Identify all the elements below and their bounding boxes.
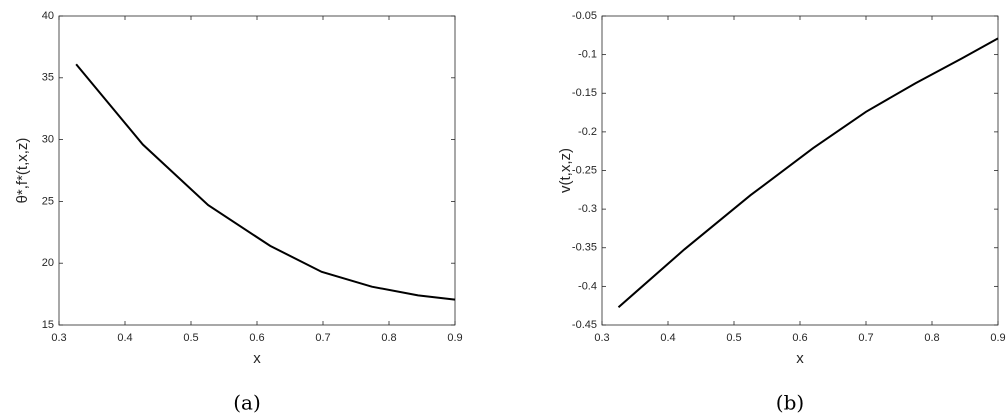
y-tick-label: -0.1 <box>578 49 597 61</box>
y-axis-label: θ*,f*(t,x,z) <box>14 138 31 204</box>
y-tick-label: -0.3 <box>578 203 597 215</box>
x-tick-label: 0.8 <box>381 332 396 344</box>
y-tick-label: -0.35 <box>572 242 597 254</box>
y-tick-label: -0.05 <box>572 10 597 22</box>
x-tick-label: 0.7 <box>858 332 873 344</box>
y-tick-label: -0.25 <box>572 164 597 176</box>
x-tick-label: 0.9 <box>447 332 462 344</box>
y-tick-label: 40 <box>42 10 54 22</box>
caption: (a) <box>233 391 261 415</box>
y-tick-label: -0.45 <box>572 319 597 331</box>
x-tick-label: 0.5 <box>726 332 741 344</box>
caption: (b) <box>776 391 804 415</box>
x-tick-label: 0.6 <box>792 332 807 344</box>
x-axis-label: x <box>796 350 804 367</box>
y-tick-label: 15 <box>42 319 54 331</box>
plot-box <box>601 15 999 326</box>
y-tick-label: 35 <box>42 72 54 84</box>
x-tick-label: 0.3 <box>594 332 609 344</box>
y-tick-label: 30 <box>42 134 54 146</box>
x-tick-label: 0.5 <box>183 332 198 344</box>
y-tick-label: 20 <box>42 257 54 269</box>
x-tick-label: 0.4 <box>117 332 132 344</box>
y-tick-label: -0.4 <box>578 280 597 292</box>
y-tick-label: 25 <box>42 195 54 207</box>
x-tick-label: 0.3 <box>51 332 66 344</box>
y-axis-label: v(t,x,z) <box>557 148 574 193</box>
x-tick-label: 0.9 <box>990 332 1005 344</box>
y-tick-label: -0.2 <box>578 126 597 138</box>
x-tick-label: 0.4 <box>660 332 675 344</box>
x-tick-label: 0.7 <box>315 332 330 344</box>
y-tick-label: -0.15 <box>572 87 597 99</box>
x-tick-label: 0.6 <box>249 332 264 344</box>
x-tick-label: 0.8 <box>924 332 939 344</box>
plot-box <box>58 15 456 326</box>
x-axis-label: x <box>253 350 261 367</box>
line-series <box>75 63 456 301</box>
line-series <box>617 37 999 308</box>
